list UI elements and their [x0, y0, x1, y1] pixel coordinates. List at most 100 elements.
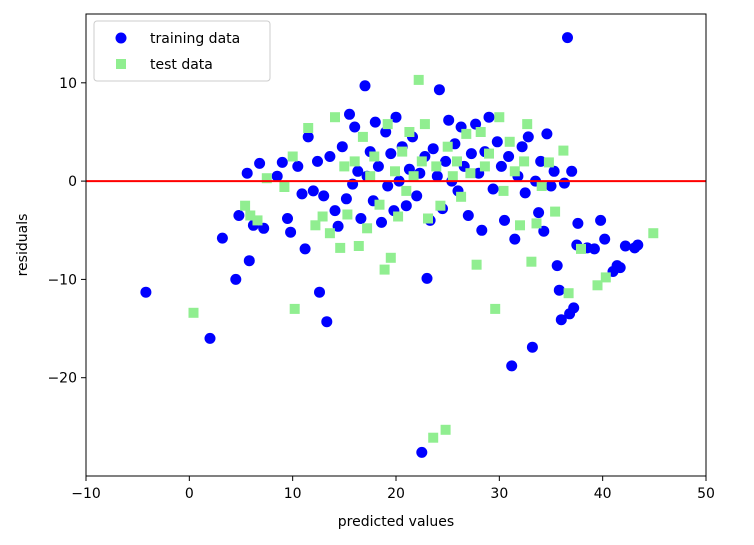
training-point: [296, 188, 308, 200]
test-point: [461, 128, 472, 139]
axes: −10 0 10 20 30 40 50 −20 −10 0 10 predicted values r…: [15, 13, 715, 530]
training-point: [385, 148, 397, 160]
training-point: [258, 222, 270, 234]
training-point: [355, 213, 367, 224]
training-point: [349, 121, 361, 133]
test-point: [401, 185, 412, 196]
test-point: [335, 242, 346, 253]
test-point: [408, 171, 419, 182]
training-point: [243, 255, 255, 267]
test-point: [245, 210, 256, 221]
test-point: [349, 156, 360, 167]
test-point: [188, 307, 199, 318]
test-point: [435, 200, 446, 211]
legend-label: training data: [150, 31, 240, 47]
y-tick-label: 10: [59, 76, 77, 92]
test-point: [452, 156, 462, 167]
test-point: [484, 148, 494, 159]
test-point: [475, 127, 486, 137]
test-point: [509, 166, 520, 177]
test-point: [440, 424, 451, 435]
training-point: [318, 190, 330, 202]
test-point: [531, 218, 542, 229]
training-point: [216, 232, 228, 244]
test-point: [442, 141, 453, 152]
training-point: [421, 272, 433, 284]
training-point: [299, 243, 311, 255]
training-point: [545, 180, 557, 192]
series-test: [188, 74, 659, 443]
training-point: [487, 183, 499, 195]
test-point: [397, 146, 408, 157]
test-point: [423, 213, 433, 224]
test-point: [494, 112, 505, 123]
training-point: [204, 332, 216, 344]
training-point: [555, 314, 567, 326]
training-point: [533, 207, 545, 219]
data-points: [140, 32, 659, 458]
training-point: [503, 151, 515, 162]
training-point: [285, 226, 297, 238]
test-point: [550, 206, 561, 217]
y-tick-label: 0: [68, 174, 77, 190]
training-point: [431, 170, 443, 182]
training-point: [276, 156, 288, 168]
training-point: [483, 111, 495, 123]
test-point: [379, 264, 390, 275]
test-point: [498, 185, 509, 196]
test-point: [342, 209, 353, 220]
training-point: [400, 200, 412, 212]
training-point: [548, 165, 560, 177]
test-point: [419, 119, 430, 130]
training-point: [619, 240, 631, 252]
test-point: [369, 151, 380, 162]
training-point: [509, 233, 521, 245]
legend-marker-test: [116, 59, 126, 69]
test-point: [431, 161, 442, 172]
training-point: [329, 205, 341, 217]
training-point: [443, 114, 455, 126]
training-point: [314, 286, 325, 298]
training-point: [427, 143, 439, 155]
x-tick-label: 40: [594, 486, 612, 502]
training-point: [595, 214, 607, 226]
test-point: [303, 123, 314, 133]
training-point: [241, 167, 253, 179]
test-point: [471, 259, 482, 270]
test-point: [393, 211, 404, 222]
test-point: [519, 156, 530, 167]
training-point: [440, 155, 452, 167]
training-point: [140, 286, 152, 298]
test-point: [330, 112, 340, 123]
test-point: [382, 119, 393, 130]
x-tick-label: 20: [387, 486, 405, 502]
training-point: [476, 224, 488, 236]
plot-area: [86, 32, 706, 458]
training-point: [376, 216, 387, 228]
training-point: [562, 32, 573, 44]
training-point: [372, 160, 384, 172]
test-point: [390, 166, 400, 177]
test-point: [252, 215, 263, 226]
training-point: [254, 157, 266, 169]
training-point: [568, 302, 580, 314]
test-point: [240, 200, 251, 211]
training-point: [359, 80, 371, 92]
training-point: [324, 151, 336, 162]
training-point: [499, 214, 510, 226]
x-tick-label: 50: [697, 486, 715, 502]
x-tick-label: 30: [490, 486, 508, 502]
training-point: [416, 446, 428, 458]
legend-label: test data: [150, 57, 213, 73]
test-point: [362, 223, 373, 234]
training-point: [292, 160, 304, 172]
test-point: [648, 228, 659, 239]
y-axis-label: residuals: [15, 214, 31, 277]
training-point: [230, 273, 242, 285]
training-point: [522, 131, 534, 143]
training-point: [465, 148, 477, 160]
training-point: [632, 239, 644, 251]
training-point: [572, 217, 584, 229]
